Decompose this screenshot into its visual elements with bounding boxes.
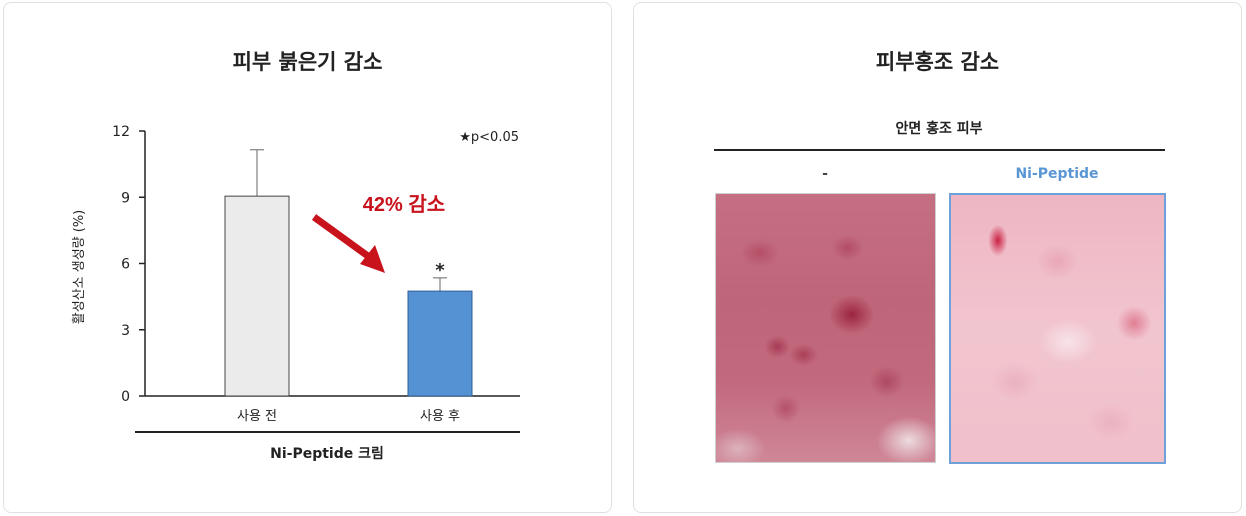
y-axis-label: 활성산소 생성량 (%) bbox=[72, 210, 87, 324]
y-tick-label: 3 bbox=[121, 323, 130, 339]
left-panel: 피부 붉은기 감소 0 3 6 9 12 사용 전 사용 후 * 42% 감소 ★p<0.0… bbox=[3, 2, 612, 513]
control-skin-photo bbox=[715, 193, 936, 463]
group-label: Ni-Peptide 크림 bbox=[270, 446, 384, 462]
significance-mark: * bbox=[435, 260, 445, 281]
subtitle-rule bbox=[714, 149, 1165, 151]
photo-subtitle: 안면 홍조 피부 bbox=[895, 121, 983, 137]
treated-label: Ni-Peptide bbox=[1015, 166, 1099, 182]
left-panel-title: 피부 붉은기 감소 bbox=[232, 50, 383, 74]
right-panel: 피부홍조 감소 안면 홍조 피부 - Ni-Peptide bbox=[633, 2, 1242, 513]
y-tick-label: 0 bbox=[121, 389, 130, 405]
bar-chart: 0 3 6 9 12 사용 전 사용 후 * 42% 감소 ★p<0.05 Ni-Pepti… bbox=[72, 124, 520, 462]
control-label: - bbox=[822, 166, 828, 182]
bar bbox=[407, 290, 473, 397]
x-tick-label: 사용 전 bbox=[237, 409, 277, 424]
significance-note: ★p<0.05 bbox=[459, 130, 519, 145]
reduction-label: 42% 감소 bbox=[363, 193, 445, 216]
y-tick-label: 9 bbox=[121, 190, 130, 206]
treated-skin-photo bbox=[949, 193, 1166, 464]
right-panel-title: 피부홍조 감소 bbox=[875, 50, 1000, 74]
y-tick-label: 6 bbox=[121, 257, 130, 273]
x-tick-label: 사용 후 bbox=[420, 409, 460, 424]
reduction-arrow bbox=[311, 214, 385, 273]
bar bbox=[224, 195, 290, 397]
y-tick-label: 12 bbox=[112, 124, 130, 140]
